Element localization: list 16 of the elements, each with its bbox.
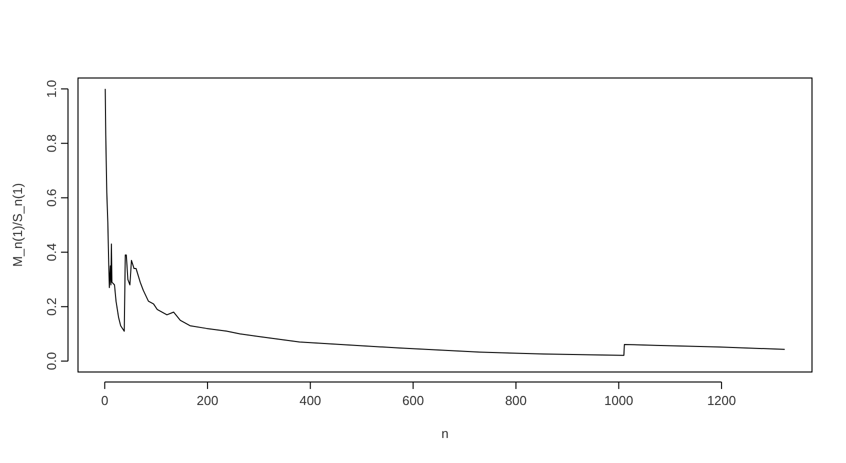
line-series	[104, 88, 786, 356]
x-tick-label: 600	[402, 393, 424, 408]
x-axis-title: n	[441, 426, 449, 441]
y-tick-label: 0.2	[44, 298, 59, 316]
y-tick-label: 0.0	[44, 352, 59, 370]
y-tick-label: 0.8	[44, 134, 59, 152]
x-tick-label: 200	[196, 393, 218, 408]
x-tick-label: 800	[505, 393, 527, 408]
y-tick-label: 0.6	[44, 188, 59, 207]
x-tick-label: 400	[299, 393, 322, 408]
y-tick-label: 0.4	[44, 243, 59, 262]
x-tick-label: 1200	[707, 393, 736, 408]
y-axis-title: M_n(1)/S_n(1)	[10, 183, 25, 267]
x-tick-label: 1000	[604, 393, 634, 408]
x-tick-label: 0	[101, 393, 108, 408]
y-tick-label: 1.0	[44, 80, 59, 98]
